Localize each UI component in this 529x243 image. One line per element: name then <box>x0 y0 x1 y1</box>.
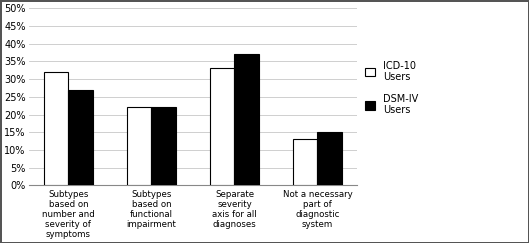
Bar <box>151 107 176 185</box>
Bar <box>209 69 234 185</box>
Bar <box>293 139 317 185</box>
Bar <box>68 90 93 185</box>
Legend: ICD-10
Users, DSM-IV
Users: ICD-10 Users, DSM-IV Users <box>366 61 418 115</box>
Bar <box>126 107 151 185</box>
Bar <box>317 132 342 185</box>
Bar <box>234 54 259 185</box>
Bar <box>43 72 68 185</box>
